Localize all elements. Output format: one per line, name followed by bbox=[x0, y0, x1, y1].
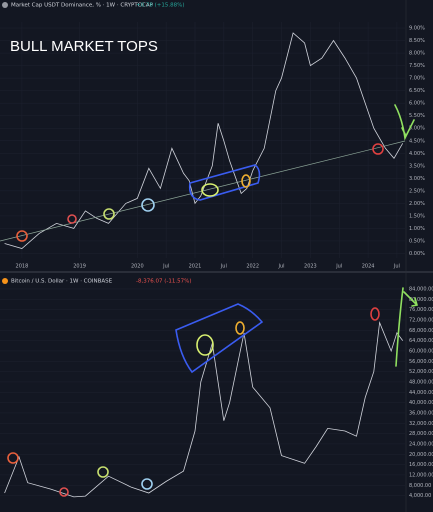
circle bbox=[235, 321, 245, 335]
x-tick-label: Jul bbox=[278, 264, 285, 270]
price-line bbox=[4, 32, 404, 249]
y-tick-label: 84,000.00 bbox=[409, 286, 433, 292]
x-tick-label: 2018 bbox=[16, 264, 29, 270]
y-tick-label: 8,000.00 bbox=[409, 483, 431, 489]
y-tick-label: 7.50% bbox=[409, 63, 425, 69]
y-tick-label: 4.50% bbox=[409, 138, 425, 144]
change-label: +0.78 (+15.88%) bbox=[136, 3, 184, 9]
circle bbox=[241, 174, 251, 188]
y-tick-label: 7.00% bbox=[409, 76, 425, 82]
y-tick-label: 3.00% bbox=[409, 176, 425, 182]
circle bbox=[372, 143, 384, 155]
y-tick-label: 6.00% bbox=[409, 101, 425, 107]
circle bbox=[103, 208, 115, 220]
y-tick-label: 60,000.00 bbox=[409, 348, 433, 354]
y-tick-label: 40,000.00 bbox=[409, 400, 433, 406]
y-tick-label: 6.50% bbox=[409, 88, 425, 94]
y-tick-label: 24,000.00 bbox=[409, 441, 433, 447]
x-tick-label: 2019 bbox=[73, 264, 86, 270]
y-tick-label: 44,000.00 bbox=[409, 390, 433, 396]
circle bbox=[201, 183, 219, 197]
y-tick-label: 0.00% bbox=[409, 251, 425, 257]
highlight-box bbox=[175, 303, 264, 374]
y-tick-label: 68,000.00 bbox=[409, 328, 433, 334]
y-tick-label: 80,000.00 bbox=[409, 297, 433, 303]
y-tick-label: 76,000.00 bbox=[409, 307, 433, 313]
x-tick-label: 2024 bbox=[362, 264, 375, 270]
circle bbox=[16, 230, 28, 242]
x-tick-label: Jul bbox=[220, 264, 227, 270]
x-tick-label: Jul bbox=[393, 264, 400, 270]
circle bbox=[7, 452, 19, 464]
circle bbox=[59, 487, 69, 497]
y-tick-label: 5.50% bbox=[409, 113, 425, 119]
y-tick-label: 3.50% bbox=[409, 163, 425, 169]
y-tick-label: 56,000.00 bbox=[409, 359, 433, 365]
y-tick-label: 0.50% bbox=[409, 238, 425, 244]
circle bbox=[67, 214, 77, 224]
symbol-icon bbox=[2, 2, 8, 8]
y-tick-label: 8.00% bbox=[409, 51, 425, 57]
y-tick-label: 72,000.00 bbox=[409, 317, 433, 323]
x-tick-label: 2020 bbox=[131, 264, 144, 270]
y-tick-label: 12,000.00 bbox=[409, 472, 433, 478]
x-tick-label: 2021 bbox=[189, 264, 202, 270]
circle bbox=[97, 466, 109, 478]
y-tick-label: 8.50% bbox=[409, 38, 425, 44]
bottom-pane: 4,000.00 8,000.00 12,000.00 16,000.00 20,000… bbox=[0, 278, 433, 499]
arrow bbox=[394, 104, 415, 141]
x-tick-label: 2023 bbox=[304, 264, 317, 270]
y-tick-label: 2.50% bbox=[409, 188, 425, 194]
circle bbox=[141, 198, 155, 212]
y-tick-label: 4.00% bbox=[409, 151, 425, 157]
y-tick-label: 20,000.00 bbox=[409, 452, 433, 458]
y-tick-label: 36,000.00 bbox=[409, 410, 433, 416]
chart-title: Market Cap USDT Dominance, % · 1W · CRYP… bbox=[11, 3, 154, 9]
circle bbox=[196, 334, 214, 356]
x-tick-label: Jul bbox=[162, 264, 169, 270]
chart-title: Bitcoin / U.S. Dollar · 1W · COINBASE bbox=[11, 279, 113, 285]
circle bbox=[370, 307, 380, 321]
y-tick-label: 5.00% bbox=[409, 126, 425, 132]
change-label: -8,376.07 (-11.57%) bbox=[136, 279, 191, 285]
hand-drawn-annotations bbox=[7, 104, 419, 497]
y-tick-label: 16,000.00 bbox=[409, 462, 433, 468]
arrow bbox=[395, 287, 419, 367]
x-tick-label: 2022 bbox=[246, 264, 259, 270]
y-tick-label: 4,000.00 bbox=[409, 493, 431, 499]
annotation: BULL MARKET TOPS bbox=[10, 38, 158, 55]
y-tick-label: 9.00% bbox=[409, 26, 425, 32]
symbol-icon bbox=[2, 278, 8, 284]
y-tick-label: 1.50% bbox=[409, 213, 425, 219]
y-tick-label: 52,000.00 bbox=[409, 369, 433, 375]
y-tick-label: 1.00% bbox=[409, 226, 425, 232]
y-tick-label: 48,000.00 bbox=[409, 379, 433, 385]
x-tick-label: Jul bbox=[335, 264, 342, 270]
y-tick-label: 2.00% bbox=[409, 201, 425, 207]
y-tick-label: 28,000.00 bbox=[409, 431, 433, 437]
price-line bbox=[4, 321, 404, 498]
y-tick-label: 32,000.00 bbox=[409, 421, 433, 427]
highlight-box bbox=[188, 164, 261, 201]
top-pane: Jul 2024 Jul 2023 Jul 2022 Jul 2021 Jul 2020 2019 2… bbox=[0, 2, 425, 270]
y-tick-label: 64,000.00 bbox=[409, 338, 433, 344]
circle bbox=[141, 478, 153, 490]
